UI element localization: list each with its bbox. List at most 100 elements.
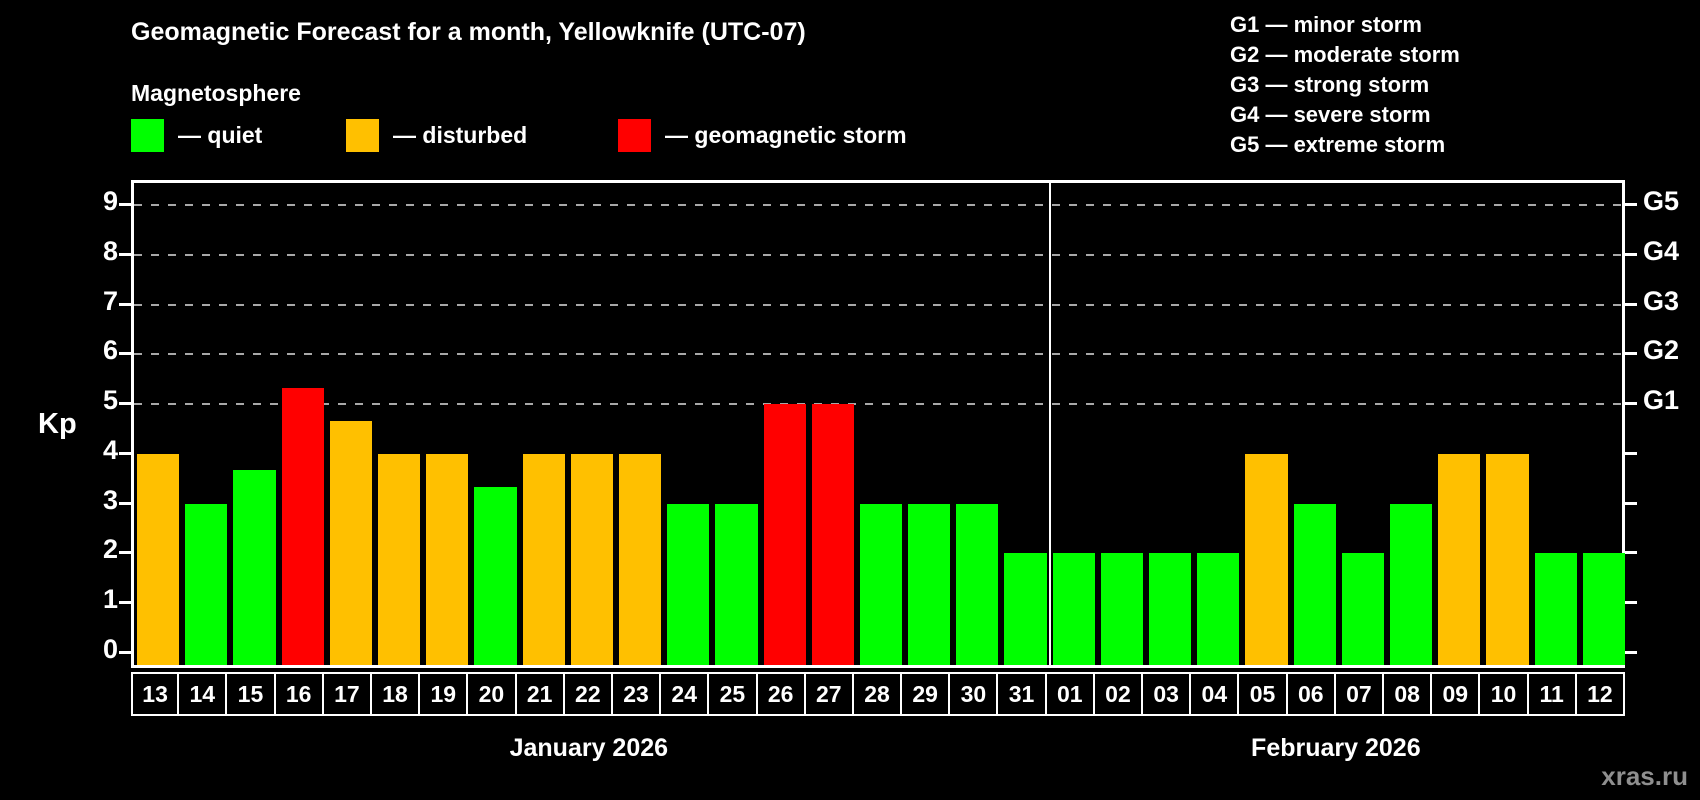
day-label-27: 27 <box>803 672 854 716</box>
quiet-color-swatch <box>131 119 164 152</box>
day-label-14: 14 <box>177 672 228 716</box>
bar-day-04 <box>1197 553 1240 665</box>
bar-day-02 <box>1100 553 1144 665</box>
plot-area <box>119 180 1637 668</box>
day-label-25: 25 <box>707 672 758 716</box>
bar-day-05 <box>1245 453 1288 665</box>
legend-item-disturbed: — disturbed <box>346 119 527 152</box>
bar-day-19 <box>426 453 469 665</box>
left-tick-kp7 <box>119 302 131 306</box>
left-tick-kp5 <box>119 402 131 406</box>
left-tick-kp2 <box>119 551 131 555</box>
month-separator-line <box>1048 183 1051 665</box>
gridline-kp8 <box>134 253 1622 256</box>
day-label-23: 23 <box>610 672 662 716</box>
bar-day-22 <box>570 453 613 665</box>
left-tick-kp9 <box>119 203 131 206</box>
day-label-02: 02 <box>1092 672 1144 716</box>
bar-day-01 <box>1052 553 1095 665</box>
day-label-10: 10 <box>1478 672 1529 716</box>
y-tick-label-1: 1 <box>102 584 118 615</box>
storm-scale-line-g3: G3 — strong storm <box>1230 72 1430 97</box>
day-label-22: 22 <box>562 672 613 716</box>
storm-scale-line-g5: G5 — extreme storm <box>1230 132 1446 157</box>
bar-day-26 <box>763 404 806 665</box>
gridline-kp6 <box>134 353 1622 356</box>
day-label-13: 13 <box>131 672 180 716</box>
bar-day-07 <box>1341 553 1385 665</box>
y-tick-label-6: 6 <box>102 335 118 366</box>
left-tick-kp1 <box>119 601 131 605</box>
bar-day-21 <box>522 453 565 665</box>
day-label-07: 07 <box>1333 672 1385 716</box>
right-tick-kp9 <box>1625 203 1637 206</box>
left-tick-kp3 <box>119 501 131 505</box>
day-label-11: 11 <box>1526 672 1577 716</box>
bar-day-28 <box>859 503 903 665</box>
gridline-kp7 <box>134 303 1622 306</box>
bar-day-30 <box>956 503 999 665</box>
right-tick-kp4 <box>1625 451 1637 455</box>
bar-day-03 <box>1149 553 1192 665</box>
day-label-09: 09 <box>1430 672 1481 716</box>
day-label-04: 04 <box>1189 672 1240 716</box>
bar-day-11 <box>1534 553 1577 665</box>
right-tick-kp0 <box>1625 651 1637 654</box>
legend-label-disturbed: — disturbed <box>393 122 528 148</box>
day-label-16: 16 <box>273 672 324 716</box>
day-label-08: 08 <box>1382 672 1433 716</box>
y-tick-label-3: 3 <box>102 484 118 515</box>
right-tick-kp6 <box>1625 352 1637 356</box>
bar-day-08 <box>1390 503 1433 665</box>
day-label-29: 29 <box>900 672 951 716</box>
bar-day-13 <box>137 453 180 665</box>
bar-day-09 <box>1438 453 1481 665</box>
right-tick-kp8 <box>1625 252 1637 256</box>
day-label-06: 06 <box>1285 672 1336 716</box>
storm-scale-line-g4: G4 — severe storm <box>1230 102 1431 127</box>
storm-scale-line-g2: G2 — moderate storm <box>1230 42 1460 67</box>
left-tick-kp6 <box>119 352 131 356</box>
chart-title: Geomagnetic Forecast for a month, Yellow… <box>131 18 806 46</box>
y-tick-label-9: 9 <box>102 186 118 216</box>
right-tick-kp2 <box>1625 551 1637 555</box>
day-label-01: 01 <box>1044 672 1095 716</box>
x-axis-day-labels: 13 14 15 16 17 18 19 20 21 22 23 24 25 26 27 28 29 30 31 01… <box>131 672 1625 716</box>
bar-day-27 <box>811 404 854 665</box>
legend-heading: Magnetosphere <box>131 80 301 106</box>
bar-day-29 <box>908 503 951 665</box>
bar-day-24 <box>667 503 710 665</box>
g-scale-label-G3: G3 <box>1643 285 1680 316</box>
right-tick-kp1 <box>1625 601 1637 605</box>
day-label-21: 21 <box>514 672 565 716</box>
bar-day-15 <box>233 470 276 665</box>
day-label-03: 03 <box>1141 672 1192 716</box>
right-tick-kp5 <box>1625 402 1637 406</box>
month-label-january: January 2026 <box>509 734 669 762</box>
legend-item-storm: — geomagnetic storm <box>618 119 907 152</box>
storm-scale-line-g1: G1 — minor storm <box>1230 12 1422 37</box>
g-scale-label-G2: G2 <box>1643 335 1680 366</box>
magnetosphere-legend: — quiet — disturbed — geomagnetic storm <box>131 119 1031 155</box>
y-tick-label-7: 7 <box>102 285 118 316</box>
storm-scale-legend: G1 — minor storm G2 — moderate storm G3 — … <box>1230 10 1460 160</box>
day-label-31: 31 <box>996 672 1047 716</box>
y-tick-label-4: 4 <box>102 434 118 465</box>
day-label-18: 18 <box>369 672 421 716</box>
day-label-12: 12 <box>1574 672 1625 716</box>
g-scale-label-G1: G1 <box>1643 385 1680 416</box>
g-scale-label-G4: G4 <box>1643 235 1680 266</box>
day-label-17: 17 <box>321 672 372 716</box>
y-axis-label: Kp <box>38 408 77 440</box>
left-tick-kp0 <box>119 651 131 654</box>
bar-day-10 <box>1486 453 1529 665</box>
bar-day-23 <box>618 453 662 665</box>
day-label-15: 15 <box>225 672 276 716</box>
disturbed-color-swatch <box>346 119 379 152</box>
day-label-28: 28 <box>851 672 903 716</box>
left-tick-kp4 <box>119 451 131 455</box>
bar-day-06 <box>1293 503 1336 665</box>
y-tick-label-2: 2 <box>102 534 118 565</box>
gridline-kp5 <box>134 403 1622 406</box>
